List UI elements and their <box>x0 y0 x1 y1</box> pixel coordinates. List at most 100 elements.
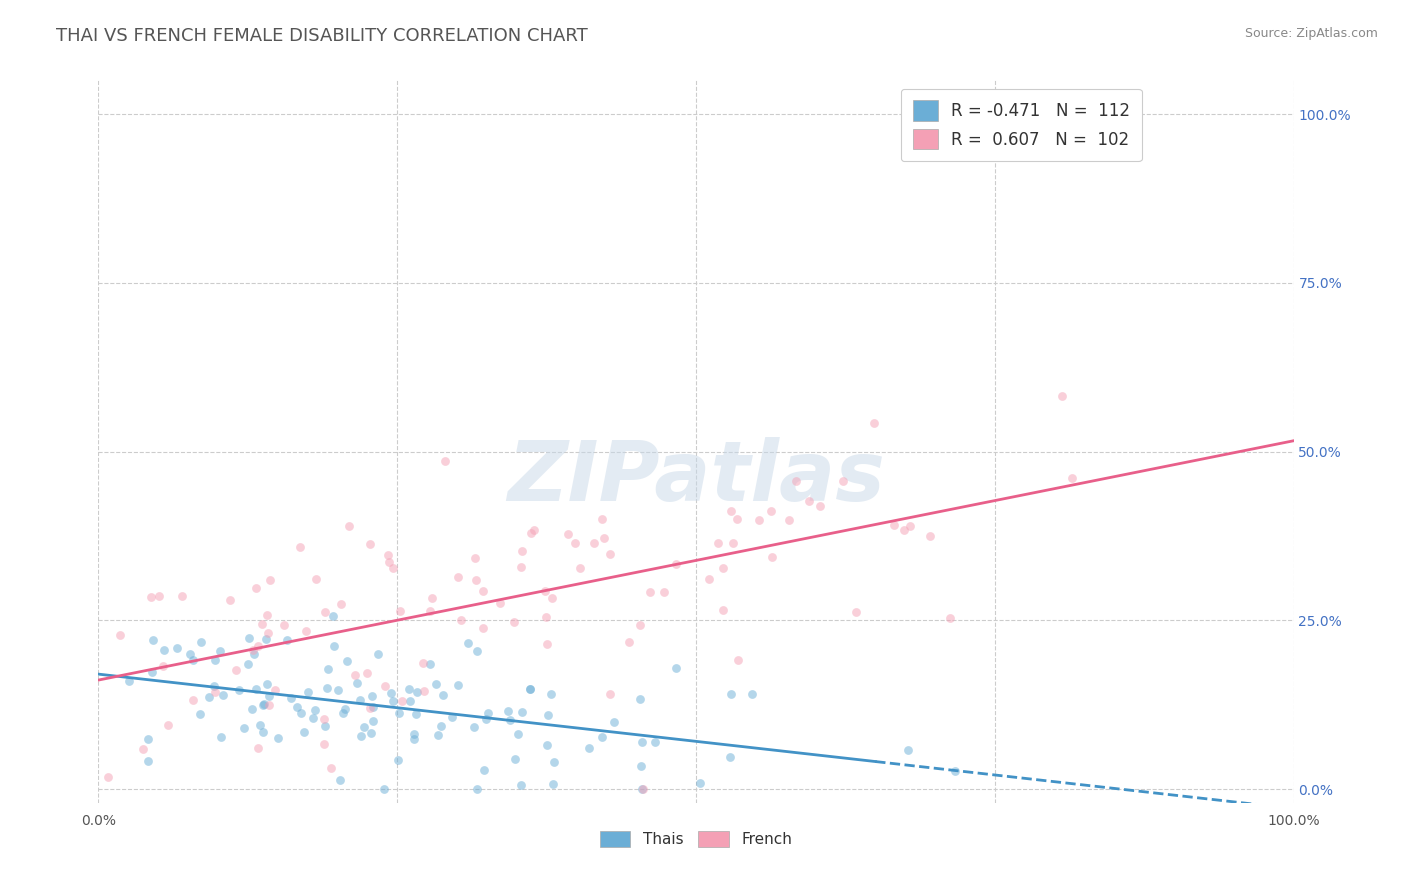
Point <box>252 698 274 713</box>
Point <box>761 550 783 565</box>
Point <box>256 608 278 623</box>
Point <box>457 636 479 650</box>
Legend: Thais, French: Thais, French <box>593 825 799 853</box>
Point <box>472 621 495 635</box>
Point <box>139 590 162 604</box>
Point <box>285 699 308 714</box>
Point <box>336 654 359 668</box>
Point <box>432 689 454 703</box>
Point <box>247 640 270 654</box>
Point <box>447 570 470 584</box>
Point <box>633 782 655 797</box>
Point <box>540 591 562 606</box>
Point <box>153 642 176 657</box>
Point <box>707 536 730 550</box>
Point <box>863 416 886 430</box>
Point <box>557 526 579 541</box>
Point <box>399 694 422 708</box>
Point <box>280 690 302 705</box>
Point <box>353 720 375 734</box>
Point <box>297 685 319 699</box>
Point <box>406 684 429 698</box>
Point <box>181 652 204 666</box>
Point <box>361 689 384 703</box>
Point <box>599 687 621 701</box>
Point <box>721 536 744 550</box>
Point <box>290 540 312 554</box>
Point <box>367 648 389 662</box>
Point <box>332 706 354 721</box>
Point <box>465 643 488 657</box>
Point <box>253 697 276 711</box>
Point <box>778 513 800 527</box>
Point <box>228 683 250 698</box>
Point <box>314 712 336 726</box>
Point <box>304 703 326 717</box>
Point <box>359 537 381 551</box>
Point <box>419 604 441 618</box>
Point <box>785 474 807 488</box>
Point <box>264 683 287 698</box>
Point <box>290 706 312 721</box>
Point <box>665 557 688 571</box>
Point <box>475 712 498 726</box>
Point <box>503 751 526 765</box>
Point <box>346 676 368 690</box>
Point <box>463 720 485 734</box>
Text: THAI VS FRENCH FEMALE DISABILITY CORRELATION CHART: THAI VS FRENCH FEMALE DISABILITY CORRELA… <box>56 27 588 45</box>
Point <box>644 735 666 749</box>
Point <box>883 517 905 532</box>
Point <box>344 667 367 681</box>
Point <box>523 523 546 537</box>
Point <box>148 589 170 603</box>
Point <box>350 730 373 744</box>
Point <box>204 653 226 667</box>
Point <box>720 688 742 702</box>
Point <box>359 700 381 714</box>
Point <box>689 776 711 790</box>
Point <box>893 523 915 537</box>
Point <box>599 547 621 561</box>
Point <box>202 679 225 693</box>
Point <box>349 693 371 707</box>
Point <box>720 504 742 518</box>
Point <box>748 513 770 527</box>
Point <box>389 604 412 618</box>
Point <box>232 722 254 736</box>
Point <box>832 474 855 488</box>
Point <box>108 628 131 642</box>
Point <box>502 615 524 629</box>
Point <box>259 573 281 587</box>
Point <box>273 617 295 632</box>
Point <box>380 686 402 700</box>
Point <box>247 741 270 756</box>
Point <box>181 693 204 707</box>
Point <box>152 658 174 673</box>
Point <box>506 727 529 741</box>
Point <box>378 555 401 569</box>
Point <box>519 681 541 696</box>
Point <box>316 681 339 695</box>
Point <box>314 719 336 733</box>
Point <box>638 585 661 599</box>
Point <box>305 573 328 587</box>
Point <box>441 710 464 724</box>
Point <box>316 662 339 676</box>
Point <box>591 730 613 744</box>
Point <box>617 635 640 649</box>
Text: Source: ZipAtlas.com: Source: ZipAtlas.com <box>1244 27 1378 40</box>
Point <box>593 531 616 545</box>
Point <box>808 499 831 513</box>
Point <box>477 706 499 720</box>
Point <box>276 633 298 648</box>
Point <box>259 689 281 703</box>
Point <box>363 714 385 728</box>
Point <box>591 512 613 526</box>
Point <box>197 690 219 704</box>
Point <box>447 678 470 692</box>
Point <box>1050 389 1073 403</box>
Point <box>759 504 782 518</box>
Point <box>398 681 420 696</box>
Point <box>236 657 259 672</box>
Point <box>322 640 344 654</box>
